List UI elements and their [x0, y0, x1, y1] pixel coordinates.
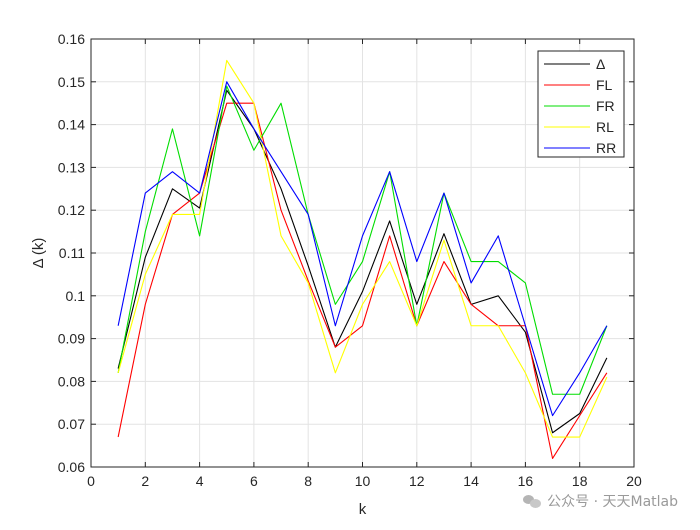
x-tick-label: 12: [409, 473, 425, 489]
x-tick-label: 0: [87, 473, 95, 489]
legend-box: [537, 50, 625, 158]
y-tick-label: 0.1: [66, 288, 86, 304]
y-axis-label: Δ (k): [30, 238, 47, 269]
y-tick-label: 0.13: [58, 159, 85, 175]
x-tick-label: 8: [304, 473, 312, 489]
series-line-Δ: [117, 89, 608, 434]
y-tick-label: 0.07: [58, 416, 85, 432]
y-tick-label: 0.16: [58, 31, 85, 47]
legend-label-RR: RR: [596, 140, 616, 156]
y-tick-label: 0.12: [58, 202, 85, 218]
x-tick-label: 2: [141, 473, 149, 489]
series-line-RR: [117, 81, 608, 417]
legend-label-FR: FR: [596, 98, 615, 114]
y-tick-label: 0.08: [58, 373, 85, 389]
legend-label-RL: RL: [596, 119, 614, 135]
x-tick-label: 10: [355, 473, 371, 489]
y-tick-label: 0.14: [58, 117, 85, 133]
x-tick-label: 14: [463, 473, 479, 489]
x-tick-label: 16: [518, 473, 534, 489]
x-axis-label: k: [359, 501, 367, 518]
x-tick-label: 20: [626, 473, 642, 489]
y-tick-label: 0.15: [58, 74, 85, 90]
y-tick-label: 0.06: [58, 459, 85, 475]
legend-label-Δ: Δ: [596, 56, 605, 72]
y-tick-label: 0.11: [59, 245, 85, 261]
wechat-icon: [523, 494, 542, 508]
x-tick-label: 18: [572, 473, 588, 489]
x-tick-label: 6: [250, 473, 258, 489]
legend-label-FL: FL: [596, 77, 613, 93]
watermark: 公众号 · 天天Matlab: [523, 491, 678, 511]
series-line-RL: [117, 59, 608, 438]
y-tick-label: 0.09: [58, 331, 85, 347]
watermark-text: 公众号 · 天天Matlab: [547, 494, 678, 510]
x-tick-label: 4: [196, 473, 204, 489]
series-line-FR: [117, 85, 608, 395]
